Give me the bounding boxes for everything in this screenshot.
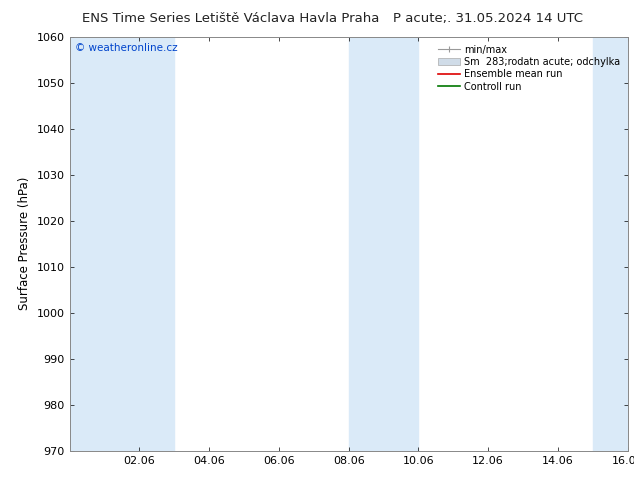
Text: ENS Time Series Letiště Václava Havla Praha: ENS Time Series Letiště Václava Havla Pr… — [82, 12, 380, 25]
Text: © weatheronline.cz: © weatheronline.cz — [75, 43, 178, 53]
Y-axis label: Surface Pressure (hPa): Surface Pressure (hPa) — [18, 177, 31, 311]
Legend: min/max, Sm  283;rodatn acute; odchylka, Ensemble mean run, Controll run: min/max, Sm 283;rodatn acute; odchylka, … — [436, 42, 623, 95]
Text: P acute;. 31.05.2024 14 UTC: P acute;. 31.05.2024 14 UTC — [393, 12, 583, 25]
Bar — [349, 37, 418, 451]
Bar — [70, 37, 139, 451]
Bar — [593, 37, 628, 451]
Bar — [139, 37, 174, 451]
